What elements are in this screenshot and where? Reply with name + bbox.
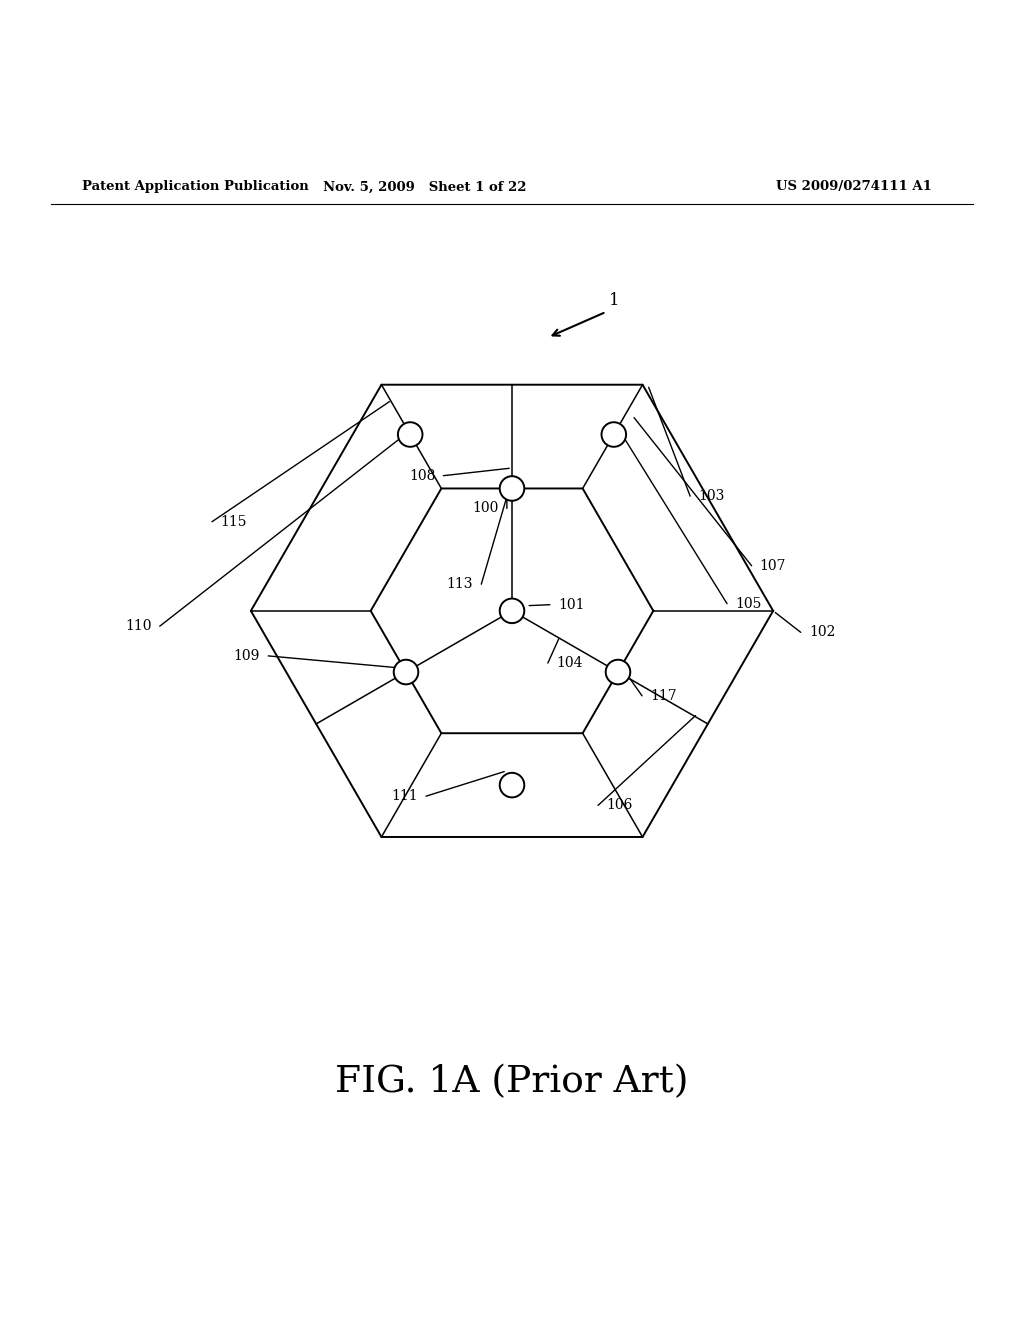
Circle shape <box>500 477 524 500</box>
Text: Patent Application Publication: Patent Application Publication <box>82 181 308 194</box>
Text: 107: 107 <box>760 558 786 573</box>
Text: 113: 113 <box>446 577 473 591</box>
Circle shape <box>393 660 418 684</box>
Circle shape <box>500 772 524 797</box>
Text: 100: 100 <box>472 502 499 515</box>
Text: 111: 111 <box>391 789 418 803</box>
Text: Nov. 5, 2009   Sheet 1 of 22: Nov. 5, 2009 Sheet 1 of 22 <box>324 181 526 194</box>
Text: FIG. 1A (Prior Art): FIG. 1A (Prior Art) <box>335 1064 689 1100</box>
Circle shape <box>601 422 626 446</box>
Text: 102: 102 <box>809 626 836 639</box>
Text: 115: 115 <box>220 515 247 529</box>
Text: 117: 117 <box>650 689 677 702</box>
Text: 1: 1 <box>609 292 620 309</box>
Text: 104: 104 <box>556 656 583 671</box>
Text: 109: 109 <box>233 649 260 663</box>
Text: 103: 103 <box>698 490 725 503</box>
Text: 101: 101 <box>558 598 585 611</box>
Circle shape <box>606 660 631 684</box>
Circle shape <box>398 422 423 446</box>
Text: 106: 106 <box>606 799 633 812</box>
Text: 108: 108 <box>409 469 435 483</box>
Text: US 2009/0274111 A1: US 2009/0274111 A1 <box>776 181 932 194</box>
Text: 105: 105 <box>735 597 762 611</box>
Text: 110: 110 <box>125 619 152 634</box>
Circle shape <box>500 598 524 623</box>
